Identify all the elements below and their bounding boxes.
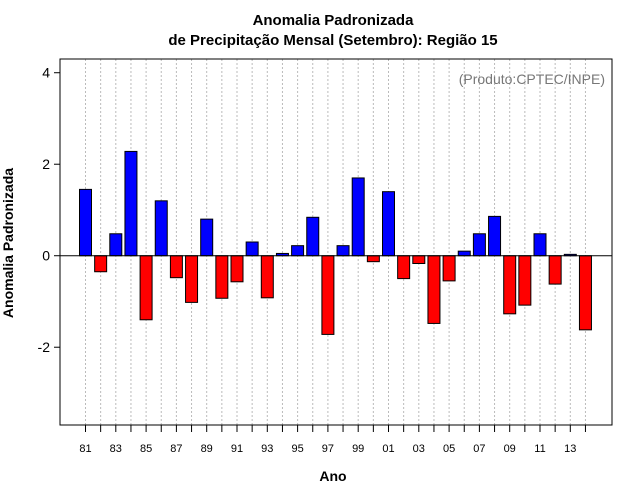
x-tick-label: 83 [110, 443, 122, 455]
x-tick-label: 89 [201, 443, 213, 455]
bar-1992 [245, 241, 259, 257]
bar-2004 [427, 255, 441, 324]
bar-2007 [472, 233, 486, 257]
x-tick-label: 99 [352, 443, 364, 455]
bar-2014 [578, 255, 592, 331]
bar-2003 [412, 255, 426, 265]
bar-1990 [215, 255, 229, 299]
x-tick-label: 81 [79, 443, 91, 455]
bar-1993 [260, 255, 274, 299]
x-tick-label: 97 [322, 443, 334, 455]
bar-1982 [94, 255, 108, 273]
bar-1995 [291, 245, 305, 257]
bar-1996 [306, 216, 320, 257]
y-axis: 4 2 0 -2 [38, 65, 60, 355]
x-tick-label: 87 [170, 443, 182, 455]
x-tick-label: 09 [504, 443, 516, 455]
x-tick-label: 85 [140, 443, 152, 455]
bars [79, 150, 592, 335]
bar-2001 [382, 191, 395, 257]
bar-1991 [230, 255, 244, 283]
bar-2011 [533, 233, 547, 257]
grid [85, 59, 586, 425]
bar-2010 [518, 255, 532, 306]
x-tick-label: 07 [473, 443, 485, 455]
chart-title-line1: Anomalia Padronizada [253, 12, 415, 29]
x-tick-label: 05 [443, 443, 455, 455]
x-tick-label: 95 [291, 443, 303, 455]
x-tick-label: 01 [382, 443, 394, 455]
bar-1985 [139, 255, 153, 321]
y-tick-label: -2 [38, 339, 51, 355]
bar-2012 [548, 255, 562, 285]
x-tick-label: 91 [231, 443, 243, 455]
x-tick-label: 11 [534, 443, 545, 455]
bar-1981 [79, 188, 92, 257]
x-tick-label: 03 [413, 443, 425, 455]
bar-1984 [124, 150, 138, 257]
bar-1989 [200, 218, 214, 257]
bar-1999 [351, 177, 365, 257]
y-tick-label: 2 [42, 156, 50, 172]
x-axis-title: Ano [319, 468, 346, 484]
bar-1986 [154, 200, 168, 257]
x-tick-label: 13 [564, 443, 576, 455]
bar-1983 [109, 233, 123, 257]
bar-2005 [442, 255, 456, 282]
bar-1988 [185, 255, 199, 303]
chart-title-line2: de Precipitação Mensal (Setembro): Regiã… [168, 32, 497, 49]
bar-2002 [397, 255, 411, 280]
bar-2008 [488, 215, 502, 257]
y-tick-label: 0 [42, 248, 50, 264]
x-axis: 81 83 85 87 89 91 93 95 97 99 01 03 05 07 09 11 13 [79, 425, 586, 455]
bar-2006 [457, 250, 471, 257]
bar-1987 [169, 255, 183, 279]
x-tick-label: 93 [261, 443, 273, 455]
plot-frame [59, 58, 613, 426]
y-tick-label: 4 [42, 65, 50, 81]
source-label: (Produto:CPTEC/INPE) [459, 71, 605, 87]
bar-1997 [321, 255, 335, 335]
y-axis-title: Anomalia Padronizada [0, 168, 16, 318]
bar-2009 [503, 255, 517, 315]
bar-2000 [366, 255, 380, 263]
bar-1998 [336, 245, 350, 257]
